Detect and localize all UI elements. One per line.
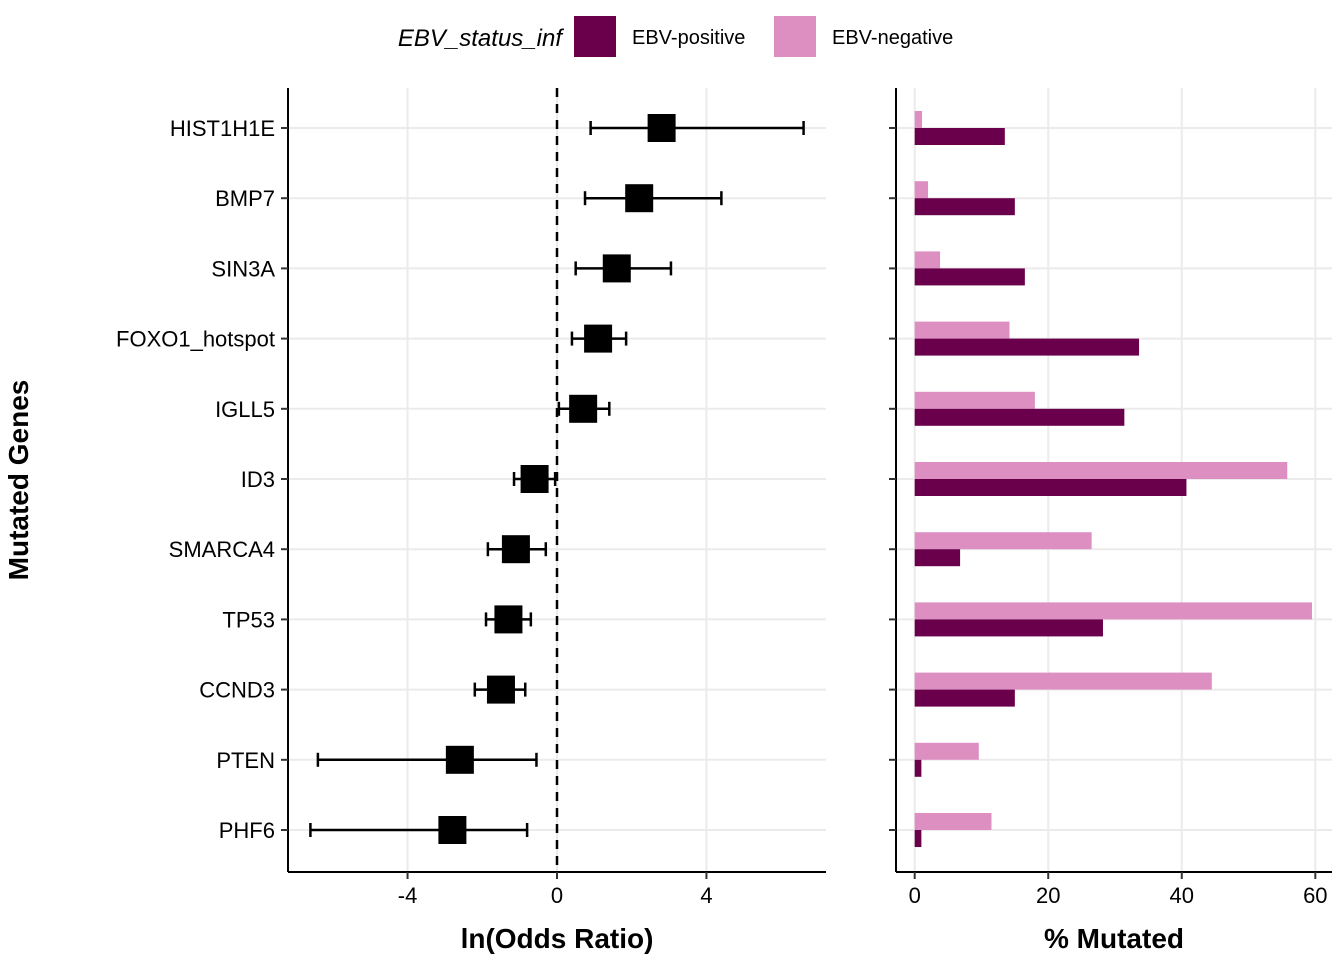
bar-ebv-positive-pten [914, 759, 922, 777]
legend-label-ebv-negative: EBV-negative [832, 27, 953, 49]
y-tick-label-smarca4: SMARCA4 [169, 537, 275, 562]
forest-point-sin3a [602, 254, 631, 283]
y-tick-label-hist1h1e: HIST1H1E [170, 116, 275, 141]
legend-swatch-ebv-positive [574, 16, 616, 57]
forest-point-tp53 [494, 605, 523, 634]
y-tick-label-igll5: IGLL5 [215, 397, 275, 422]
y-tick-label-bmp7: BMP7 [215, 186, 275, 211]
legend-swatch-ebv-negative [774, 16, 816, 57]
bar-ebv-positive-sin3a [914, 268, 1025, 286]
bar-ebv-negative-id3 [914, 462, 1288, 479]
bar-ebv-positive-bmp7 [914, 198, 1015, 216]
bar-ebv-negative-ccnd3 [914, 672, 1212, 690]
forest-point-ccnd3 [486, 675, 515, 704]
legend-title: EBV_status_inf [398, 25, 564, 52]
bar-x-tick-label-60: 60 [1303, 883, 1327, 908]
bar-ebv-positive-foxo1-hotspot [914, 338, 1140, 356]
bar-ebv-negative-bmp7 [914, 181, 929, 199]
bar-x-tick-label-0: 0 [909, 883, 921, 908]
bar-x-tick-label-20: 20 [1036, 883, 1060, 908]
legend-label-ebv-positive: EBV-positive [632, 27, 745, 49]
y-axis-title: Mutated Genes [3, 380, 34, 581]
y-tick-label-tp53: TP53 [222, 607, 275, 632]
bar-ebv-positive-ccnd3 [914, 689, 1015, 707]
bar-x-tick-label-40: 40 [1170, 883, 1194, 908]
bar-ebv-negative-igll5 [914, 391, 1035, 409]
bar-ebv-positive-phf6 [914, 830, 922, 847]
bar-ebv-positive-hist1h1e [914, 128, 1005, 145]
forest-x-tick-label-4: 4 [700, 883, 712, 908]
forest-point-smarca4 [501, 535, 530, 564]
forest-point-foxo1-hotspot [584, 324, 613, 353]
forest-point-id3 [520, 465, 549, 493]
bar-x-axis-title: % Mutated [1044, 923, 1184, 954]
forest-x-axis-title: ln(Odds Ratio) [461, 923, 654, 954]
forest-point-bmp7 [625, 184, 654, 213]
y-tick-label-ccnd3: CCND3 [199, 678, 275, 703]
bar-chart-panel: 0 20 40 60 [889, 88, 1332, 908]
forest-point-pten [445, 745, 474, 774]
bar-ebv-negative-phf6 [914, 813, 992, 830]
bar-ebv-positive-igll5 [914, 408, 1125, 426]
bar-ebv-negative-smarca4 [914, 532, 1092, 550]
bar-ebv-negative-pten [914, 742, 979, 760]
bar-ebv-negative-sin3a [914, 251, 941, 269]
forest-x-tick-label-4: -4 [398, 883, 418, 908]
bar-ebv-positive-tp53 [914, 619, 1103, 637]
y-tick-label-id3: ID3 [241, 467, 275, 492]
legend: EBV_status_inf EBV-positive EBV-negative [398, 16, 953, 57]
bar-ebv-negative-hist1h1e [914, 111, 923, 128]
bar-ebv-negative-tp53 [914, 602, 1312, 620]
y-tick-label-phf6: PHF6 [219, 818, 275, 843]
forest-point-hist1h1e [647, 114, 676, 142]
forest-point-igll5 [569, 394, 598, 423]
bar-ebv-positive-smarca4 [914, 549, 961, 567]
y-tick-label-foxo1-hotspot: FOXO1_hotspot [116, 327, 275, 352]
bar-ebv-positive-id3 [914, 479, 1187, 496]
forest-plot-panel: HIST1H1E BMP7 SIN3A FOXO1_hotspot IGLL5 ID3 SM… [116, 88, 826, 908]
forest-x-tick-label-0: 0 [551, 883, 563, 908]
y-tick-label-sin3a: SIN3A [211, 256, 275, 281]
y-tick-label-pten: PTEN [216, 748, 275, 773]
forest-point-phf6 [438, 816, 467, 844]
bar-ebv-negative-foxo1-hotspot [914, 321, 1010, 339]
